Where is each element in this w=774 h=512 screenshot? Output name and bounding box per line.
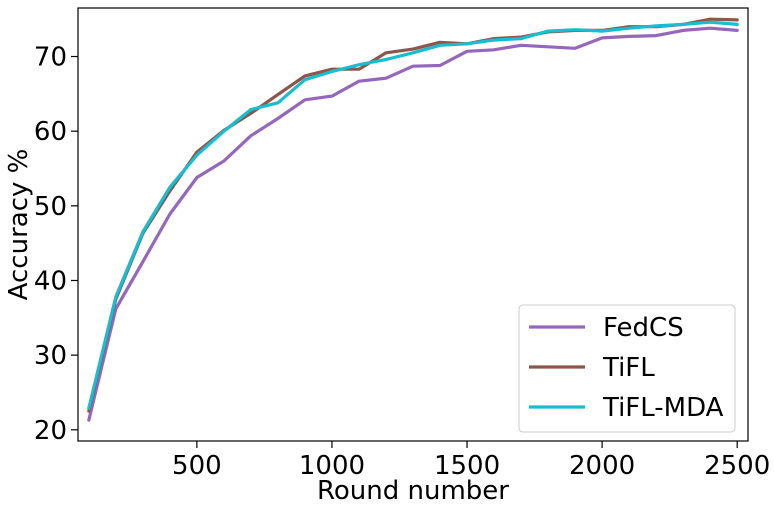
series-line-fedcs xyxy=(87,26,739,422)
y-axis-label: Accuracy % xyxy=(4,149,34,301)
series-layer xyxy=(87,17,739,422)
x-tick-label: 2500 xyxy=(704,451,770,481)
legend-label-tifl-mda: TiFL-MDA xyxy=(602,393,724,423)
y-tick-label: 30 xyxy=(34,341,67,371)
x-tick-label: 2000 xyxy=(569,451,635,481)
y-tick-label: 70 xyxy=(34,43,67,73)
legend-label-tifl: TiFL xyxy=(602,353,655,383)
x-tick-label: 1000 xyxy=(299,451,365,481)
x-tick-label: 500 xyxy=(172,451,222,481)
series-line-tifl-mda xyxy=(87,20,739,410)
y-tick-label: 60 xyxy=(34,117,67,147)
x-tick-label: 1500 xyxy=(434,451,500,481)
y-tick-label: 40 xyxy=(34,266,67,296)
ticks-layer: 500 1000 1500 2000 2500 20 30 40 50 60 70 xyxy=(34,43,770,481)
plot-frame xyxy=(77,7,749,442)
legend-label-fedcs: FedCS xyxy=(603,313,684,343)
x-axis-label: Round number xyxy=(317,476,509,506)
legend: FedCS TiFL TiFL-MDA xyxy=(518,304,736,433)
legend-box xyxy=(518,304,736,433)
y-tick-label: 20 xyxy=(34,416,67,446)
y-tick-label: 50 xyxy=(34,192,67,222)
